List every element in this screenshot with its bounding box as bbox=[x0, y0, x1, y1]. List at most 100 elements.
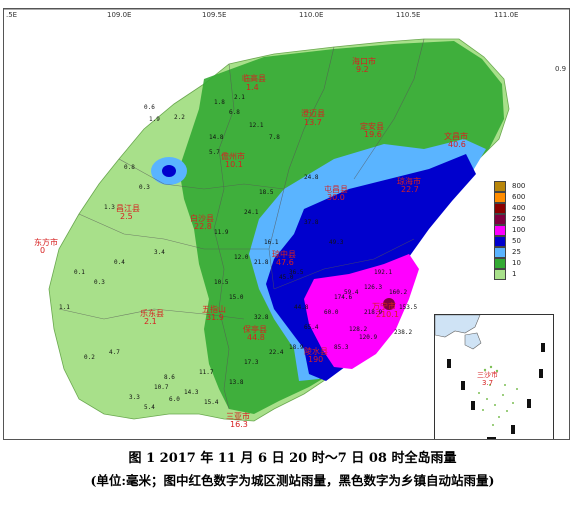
inset-hainan bbox=[464, 332, 482, 350]
station-value: 5.4 bbox=[144, 404, 155, 411]
city-label-changjiang: 昌江县 bbox=[116, 204, 140, 213]
station-value: 0.6 bbox=[144, 104, 155, 111]
station-value: 44.8 bbox=[294, 304, 309, 311]
station-value: 22.4 bbox=[269, 349, 284, 356]
station-value: 4.7 bbox=[109, 349, 120, 356]
station-value: 12.0 bbox=[234, 254, 249, 261]
station-value: 128.2 bbox=[349, 326, 367, 333]
station-value: 126.3 bbox=[364, 284, 382, 291]
station-value: 5.7 bbox=[209, 149, 220, 156]
city-value-ledong: 2.1 bbox=[144, 317, 157, 326]
legend-item: 50 bbox=[494, 236, 554, 247]
city-label-haikou: 海口市 bbox=[352, 56, 376, 66]
station-value: 59.4 bbox=[344, 289, 359, 296]
rainfall-map: .5E 109.0E 109.5E 110.0E 110.5E 111.0E 0… bbox=[3, 8, 570, 440]
station-value: 6.8 bbox=[229, 109, 240, 116]
city-label-lingao: 临高县 bbox=[242, 73, 266, 83]
legend-item: 1 bbox=[494, 269, 554, 280]
city-value-qionghai: 22.7 bbox=[401, 185, 419, 194]
lon-tick-110: 110.0E bbox=[299, 11, 323, 19]
legend-label: 800 bbox=[512, 182, 526, 190]
station-value: 85.3 bbox=[334, 344, 349, 351]
top-axis: .5E 109.0E 109.5E 110.0E 110.5E 111.0E 0… bbox=[4, 9, 569, 73]
station-value: 1.8 bbox=[214, 99, 225, 106]
city-value-chengmai: 13.7 bbox=[304, 118, 322, 127]
station-value: 24.8 bbox=[304, 174, 319, 181]
legend-item: 250 bbox=[494, 214, 554, 225]
station-value: 15.4 bbox=[204, 399, 219, 406]
legend-swatch bbox=[494, 236, 506, 247]
legend-item: 25 bbox=[494, 247, 554, 258]
station-value: 0.8 bbox=[124, 164, 135, 171]
legend: 800 600 400 250 100 50 25 10 1 bbox=[494, 181, 554, 280]
legend-label: 400 bbox=[512, 204, 526, 212]
map-canvas: .5E 109.0E 109.5E 110.0E 110.5E 111.0E 0… bbox=[4, 9, 569, 429]
station-value: 36.5 bbox=[289, 269, 304, 276]
city-value-dingan: 19.6 bbox=[364, 130, 382, 139]
inset-boundary-dash bbox=[447, 359, 451, 368]
city-value-baisha: 22.8 bbox=[194, 222, 212, 231]
station-value: 1.1 bbox=[59, 304, 70, 311]
legend-swatch bbox=[494, 203, 506, 214]
legend-label: 1 bbox=[512, 270, 517, 278]
city-label-dingan: 定安县 bbox=[360, 121, 384, 131]
legend-item: 400 bbox=[494, 203, 554, 214]
city-label-qiongzhong: 琼中县 bbox=[272, 249, 296, 259]
legend-swatch bbox=[494, 247, 506, 258]
legend-swatch bbox=[494, 214, 506, 225]
station-value: 0.3 bbox=[94, 279, 105, 286]
city-label-wanning: 万宁市 bbox=[372, 301, 396, 311]
station-value: 10.5 bbox=[214, 279, 229, 286]
station-value: 3.4 bbox=[154, 249, 165, 256]
city-label-danzhou: 儋州市 bbox=[221, 151, 245, 161]
station-value: 18.9 bbox=[289, 344, 304, 351]
station-value: 24.1 bbox=[244, 209, 259, 216]
station-value: 17.3 bbox=[244, 359, 259, 366]
station-value: 11.7 bbox=[199, 369, 214, 376]
station-value: 0.1 bbox=[74, 269, 85, 276]
station-value: 15.0 bbox=[229, 294, 244, 301]
station-value: 1.9 bbox=[149, 116, 160, 123]
rain-patch-nw-core bbox=[162, 165, 176, 177]
station-value: 49.3 bbox=[329, 239, 344, 246]
legend-label: 100 bbox=[512, 226, 526, 234]
city-value-sanya: 16.3 bbox=[230, 420, 248, 429]
station-value: 1.3 bbox=[104, 204, 115, 211]
station-value: 45.0 bbox=[279, 274, 294, 281]
inset-canvas: 三沙市 3.7 bbox=[435, 315, 545, 439]
station-value: 3.3 bbox=[129, 394, 140, 401]
city-value-wenchang: 40.6 bbox=[448, 140, 466, 149]
legend-label: 50 bbox=[512, 237, 521, 245]
legend-label: 25 bbox=[512, 248, 521, 256]
city-value-danzhou: 10.1 bbox=[225, 160, 243, 169]
inset-boundary-dash bbox=[539, 369, 543, 378]
station-value: 6.0 bbox=[169, 396, 180, 403]
station-value: 2.1 bbox=[234, 94, 245, 101]
city-label-chengmai: 澄迈县 bbox=[301, 108, 325, 118]
city-label-baisha: 白沙县 bbox=[190, 213, 214, 223]
inset-boundary-dash bbox=[511, 425, 515, 434]
legend-swatch bbox=[494, 258, 506, 269]
rain-zone-100-250 bbox=[304, 254, 419, 369]
station-values: 0.6 1.9 2.2 0.8 0.3 1.3 14.8 5.7 12.1 7.8 6.8 1.8 2.… bbox=[59, 94, 417, 411]
city-value-wanning: 210.1 bbox=[376, 310, 399, 319]
station-value: 7.8 bbox=[269, 134, 280, 141]
station-value: 120.9 bbox=[359, 334, 377, 341]
station-value: 60.0 bbox=[324, 309, 339, 316]
city-label-dongfang: 东方市 bbox=[34, 237, 58, 247]
city-label-wuzhishan: 五指山 bbox=[202, 304, 226, 314]
city-value-baoting: 44.8 bbox=[247, 333, 265, 342]
city-labels: 临高县 1.4 海口市 9.2 澄迈县 13.7 定安县 19.6 文昌市 40… bbox=[34, 56, 468, 429]
city-label-baoting: 保亭县 bbox=[243, 324, 267, 334]
station-value: 65.4 bbox=[304, 324, 319, 331]
station-value: 0.3 bbox=[139, 184, 150, 191]
station-value: 218.9 bbox=[364, 309, 382, 316]
inset-boundary-dash bbox=[461, 381, 465, 390]
inset-coast bbox=[435, 315, 481, 338]
city-value-wuzhishan: 31.9 bbox=[206, 313, 224, 322]
station-value: 2.2 bbox=[174, 114, 185, 121]
legend-label: 10 bbox=[512, 259, 521, 267]
rain-zone-250-400 bbox=[383, 298, 395, 310]
inset-city-value: 3.7 bbox=[482, 379, 493, 387]
city-value-changjiang: 2.5 bbox=[120, 212, 133, 221]
